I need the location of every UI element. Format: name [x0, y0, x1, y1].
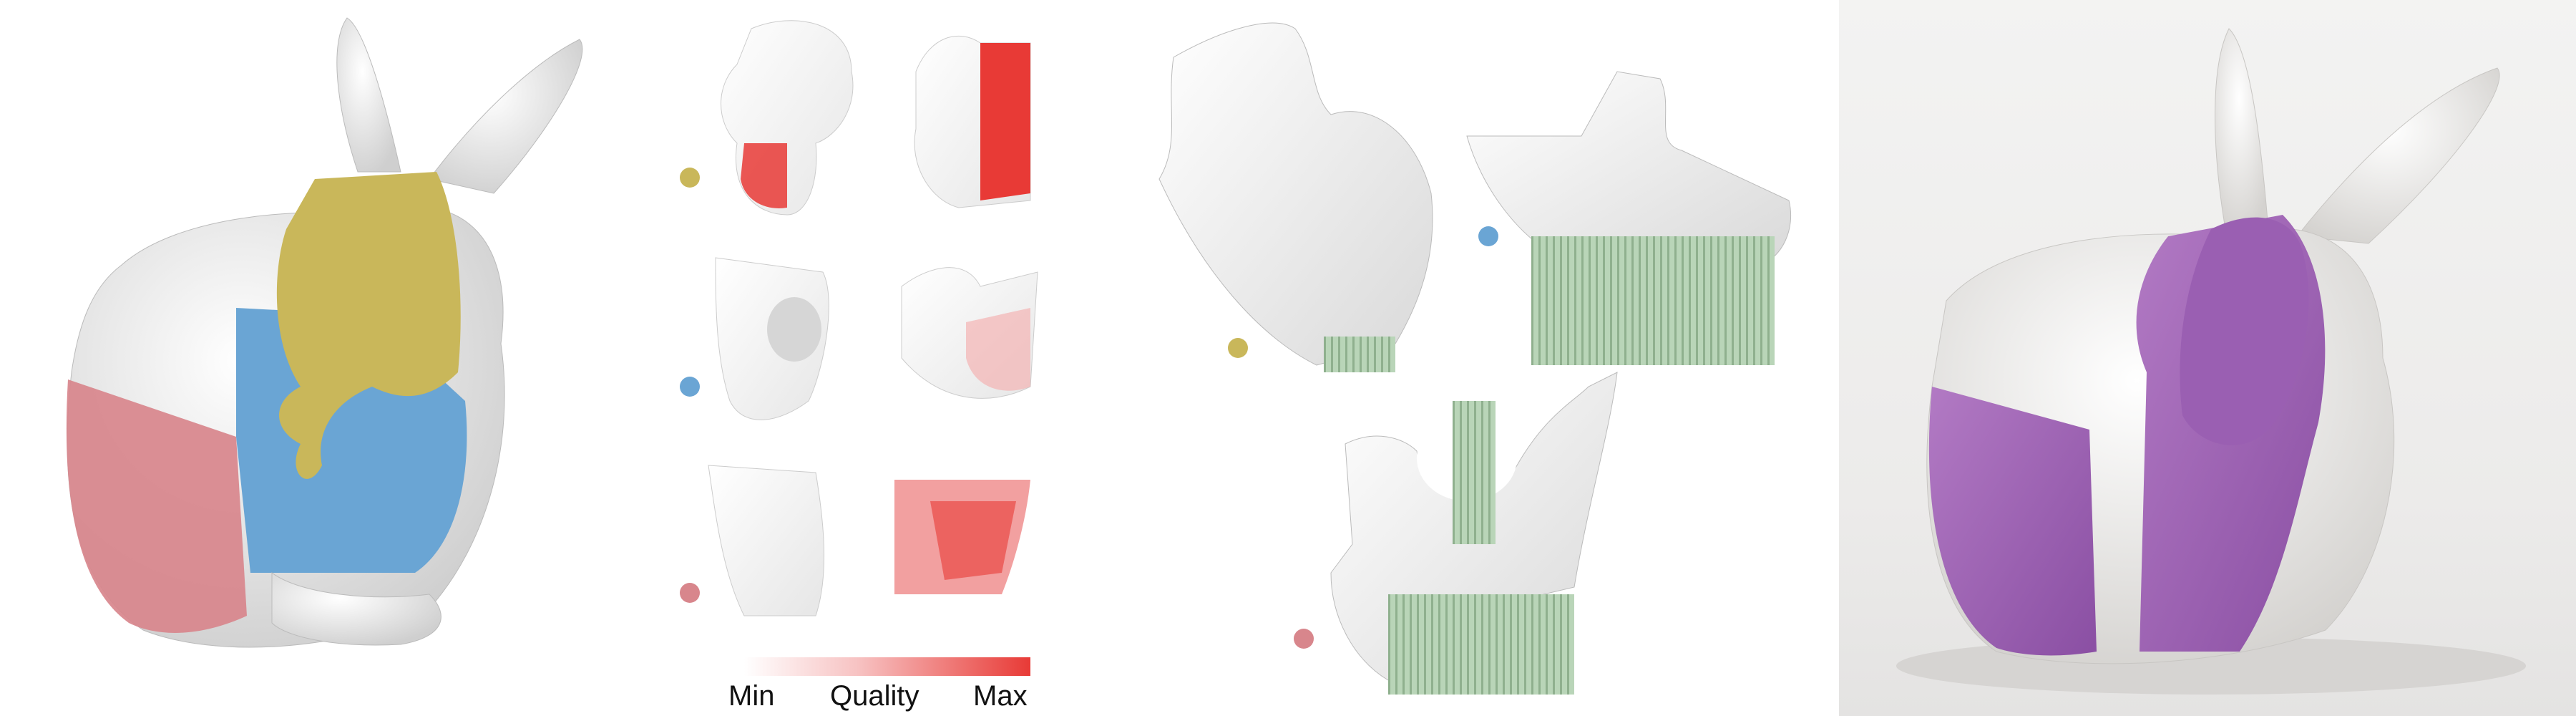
segmented-bunny — [66, 17, 583, 648]
marker-yellow — [680, 168, 700, 188]
marker-blue-c — [1478, 226, 1498, 246]
marker-pink-c — [1294, 629, 1314, 649]
marker-pink — [680, 583, 700, 603]
bunny-feet — [271, 572, 441, 646]
bunny-ear-left — [336, 17, 401, 173]
part-pink-b-red — [930, 501, 1016, 580]
support-part-blue — [1466, 71, 1792, 266]
bunny-ear-right — [429, 39, 583, 194]
part-yellow-b-red — [980, 43, 1030, 200]
quality-parts-panel — [644, 0, 1073, 716]
quality-gradient-bar — [744, 657, 1030, 676]
printed-ear-left — [2215, 28, 2269, 230]
legend-min-label: Min — [728, 680, 775, 712]
marker-blue — [680, 377, 700, 397]
printed-bunny-photo — [1839, 0, 2576, 716]
part-blue-a-hole — [767, 297, 821, 362]
quality-legend: Min Quality Max — [716, 652, 1045, 712]
segment-yellow — [276, 172, 461, 479]
support-part-yellow — [1158, 22, 1433, 366]
support-parts — [1158, 22, 1792, 695]
part-blue-b-shade — [966, 308, 1030, 391]
part-pink-a — [708, 465, 825, 616]
quality-parts — [680, 20, 1038, 616]
printed-bunny — [1896, 28, 2526, 695]
printed-ear-right — [2296, 67, 2500, 244]
support-parts-panel — [1116, 0, 1832, 716]
legend-max-label: Max — [973, 680, 1028, 712]
marker-yellow-c — [1228, 338, 1248, 358]
part-yellow-a-red — [741, 143, 787, 208]
segmented-bunny-panel — [0, 0, 644, 716]
support-yellow — [1324, 337, 1395, 372]
legend-title: Quality — [830, 680, 919, 712]
support-pink-side — [1453, 401, 1496, 544]
segment-pink — [66, 379, 248, 633]
printed-purple-left — [1928, 387, 2097, 656]
support-blue — [1531, 236, 1775, 365]
printed-head — [2180, 217, 2309, 445]
support-pink-bottom — [1388, 594, 1574, 695]
